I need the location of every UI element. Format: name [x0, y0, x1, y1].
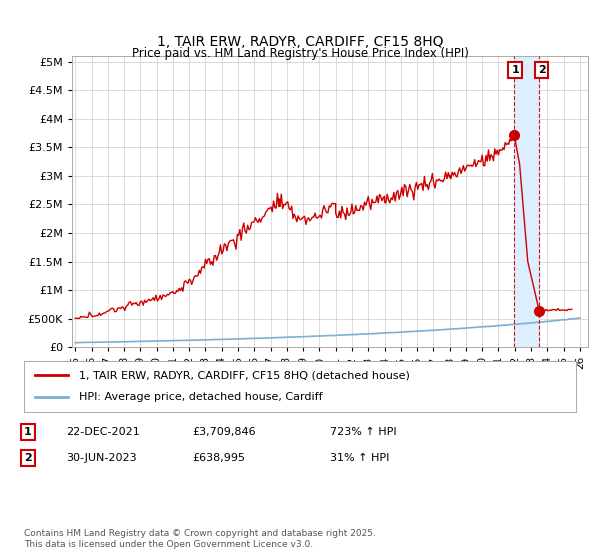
Text: 31% ↑ HPI: 31% ↑ HPI — [330, 453, 389, 463]
Text: 22-DEC-2021: 22-DEC-2021 — [66, 427, 140, 437]
Text: Price paid vs. HM Land Registry's House Price Index (HPI): Price paid vs. HM Land Registry's House … — [131, 46, 469, 60]
Text: 723% ↑ HPI: 723% ↑ HPI — [330, 427, 397, 437]
Text: 1, TAIR ERW, RADYR, CARDIFF, CF15 8HQ (detached house): 1, TAIR ERW, RADYR, CARDIFF, CF15 8HQ (d… — [79, 370, 410, 380]
Text: £638,995: £638,995 — [192, 453, 245, 463]
Text: 1: 1 — [24, 427, 32, 437]
Text: 1, TAIR ERW, RADYR, CARDIFF, CF15 8HQ: 1, TAIR ERW, RADYR, CARDIFF, CF15 8HQ — [157, 35, 443, 49]
Text: 2: 2 — [538, 66, 545, 75]
Bar — [514, 56, 539, 347]
Text: 30-JUN-2023: 30-JUN-2023 — [66, 453, 137, 463]
Text: HPI: Average price, detached house, Cardiff: HPI: Average price, detached house, Card… — [79, 393, 323, 403]
Text: 2: 2 — [24, 453, 32, 463]
Text: £3,709,846: £3,709,846 — [192, 427, 256, 437]
Text: 1: 1 — [511, 66, 519, 75]
Text: Contains HM Land Registry data © Crown copyright and database right 2025.
This d: Contains HM Land Registry data © Crown c… — [24, 529, 376, 549]
